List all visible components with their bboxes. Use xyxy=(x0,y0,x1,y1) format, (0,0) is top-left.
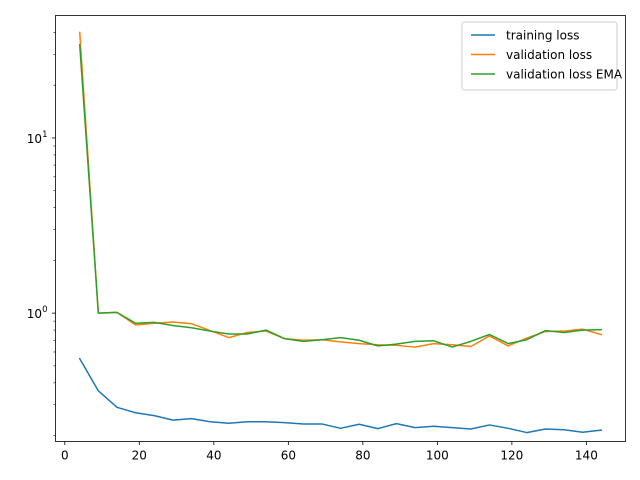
axis-layer: 0 20 40 60 80 100 120 140 100 101 xyxy=(27,32,598,463)
series-line-1 xyxy=(78,31,603,348)
y-tick-label: 100 xyxy=(27,305,48,321)
legend-label-1: validation loss xyxy=(506,48,592,62)
x-tick-label: 100 xyxy=(426,449,449,463)
legend-label-2: validation loss EMA xyxy=(506,68,623,82)
x-tick-label: 40 xyxy=(206,449,221,463)
y-tick-label: 101 xyxy=(27,130,48,146)
x-tick-label: 20 xyxy=(132,449,147,463)
x-tick-label: 120 xyxy=(500,449,523,463)
x-tick-label: 80 xyxy=(355,449,370,463)
legend-label-0: training loss xyxy=(506,29,579,43)
series-line-0 xyxy=(78,357,603,434)
x-tick-label: 140 xyxy=(575,449,598,463)
legend-box xyxy=(461,21,618,91)
series-layer xyxy=(78,31,603,434)
legend: training loss validation loss validation l… xyxy=(461,21,623,91)
plot-frame xyxy=(55,15,626,442)
x-tick-label: 60 xyxy=(281,449,296,463)
x-tick-label: 0 xyxy=(61,449,69,463)
series-line-2 xyxy=(78,44,603,348)
